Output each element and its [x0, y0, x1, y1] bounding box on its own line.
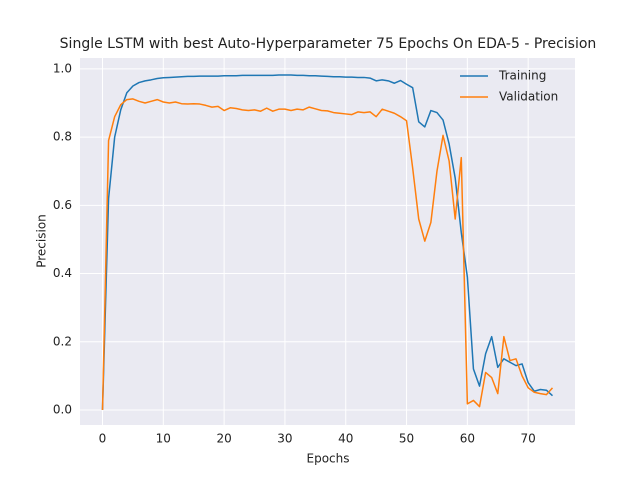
y-tick-label: 0.8 — [53, 130, 72, 144]
data-line — [101, 98, 554, 411]
x-axis-label: Epochs — [307, 452, 350, 466]
legend-label: Training — [498, 69, 546, 83]
x-tick-label: 70 — [521, 432, 536, 446]
y-axis-label: Precision — [35, 214, 49, 268]
legend-label: Validation — [499, 90, 558, 104]
x-tick-label: 10 — [156, 432, 171, 446]
x-tick-label: 50 — [399, 432, 414, 446]
plot-area — [80, 58, 575, 425]
data-line — [101, 74, 554, 411]
y-tick-label: 0.0 — [53, 402, 72, 416]
y-tick-label: 1.0 — [53, 61, 72, 75]
x-tick-label: 30 — [277, 432, 292, 446]
y-tick-label: 0.6 — [53, 198, 72, 212]
x-tick-label: 20 — [216, 432, 231, 446]
x-tick-label: 40 — [338, 432, 353, 446]
y-tick-label: 0.2 — [53, 334, 72, 348]
y-tick-label: 0.4 — [53, 266, 72, 280]
x-tick-label: 0 — [99, 432, 107, 446]
x-tick-label: 60 — [460, 432, 475, 446]
chart-title: Single LSTM with best Auto-Hyperparamete… — [60, 36, 597, 52]
